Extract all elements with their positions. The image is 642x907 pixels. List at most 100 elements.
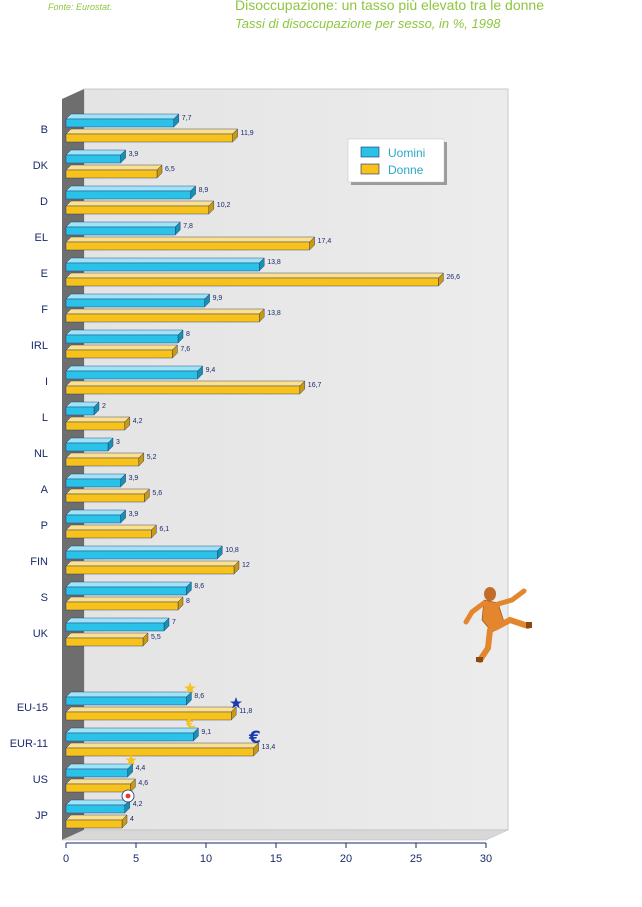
category-label-jp: JP: [35, 810, 48, 822]
value-label-donne-a: 5,6: [152, 490, 162, 497]
bar-uomini-eur-11: [65, 727, 199, 742]
category-label-el: EL: [35, 232, 48, 244]
x-tick-label-25: 25: [410, 853, 422, 865]
category-label-p: P: [41, 520, 48, 532]
bar-uomini-s: [65, 581, 192, 596]
bar-uomini-uk: [65, 617, 170, 632]
legend-swatch-donne: [360, 163, 380, 175]
x-tick-label-5: 5: [133, 853, 139, 865]
bar-donne-fin: [65, 560, 240, 575]
value-label-donne-fin: 12: [242, 562, 250, 569]
bar-donne-nl: [65, 452, 145, 467]
value-label-uomini-d: 8,9: [199, 187, 209, 194]
bar-uomini-jp: [65, 799, 131, 814]
bar-uomini-l: [65, 401, 100, 416]
chart-floor: [61, 829, 509, 841]
bar-uomini-eu-15: [65, 691, 192, 706]
value-label-donne-d: 10,2: [217, 202, 231, 209]
category-label-b: B: [41, 124, 48, 136]
value-label-uomini-eur-11: 9,1: [201, 729, 211, 736]
value-label-donne-irl: 7,6: [180, 346, 190, 353]
bar-uomini-el: [65, 221, 181, 236]
bar-uomini-e: [65, 257, 265, 272]
euro-icon: €: [185, 716, 196, 732]
bar-donne-l: [65, 416, 131, 431]
category-label-i: I: [45, 376, 48, 388]
bar-donne-s: [65, 596, 184, 611]
value-label-uomini-uk: 7: [172, 619, 176, 626]
value-label-donne-uk: 5,5: [151, 634, 161, 641]
bar-uomini-d: [65, 185, 197, 200]
bar-uomini-dk: [65, 149, 127, 164]
value-label-donne-eu-15: 11,8: [239, 708, 252, 715]
value-label-uomini-dk: 3,9: [129, 151, 139, 158]
bar-donne-dk: [65, 164, 163, 179]
value-label-donne-dk: 6,5: [165, 166, 175, 173]
bar-donne-eu-15: [65, 706, 237, 721]
legend-label-donne: Donne: [388, 163, 424, 177]
value-label-donne-l: 4,2: [133, 418, 143, 425]
value-label-uomini-p: 3,9: [129, 511, 139, 518]
value-label-donne-nl: 5,2: [147, 454, 157, 461]
chart-subtitle: Tassi di disoccupazione per sesso, in %,…: [235, 16, 501, 31]
source-note: Fonte: Eurostat.: [48, 2, 113, 12]
category-label-eu-15: EU-15: [17, 702, 48, 714]
value-label-uomini-jp: 4,2: [133, 801, 143, 808]
value-label-uomini-f: 9,9: [213, 295, 223, 302]
x-tick-label-20: 20: [340, 853, 352, 865]
legend-swatch-uomini: [360, 146, 380, 158]
bar-uomini-a: [65, 473, 127, 488]
bar-donne-d: [65, 200, 215, 215]
bar-donne-e: [65, 272, 444, 287]
x-tick-label-10: 10: [200, 853, 212, 865]
value-label-uomini-e: 13,8: [267, 259, 281, 266]
rising-sun-icon: [121, 789, 135, 803]
category-label-f: F: [41, 304, 48, 316]
value-label-uomini-i: 9,4: [206, 367, 216, 374]
bar-donne-irl: [65, 344, 178, 359]
category-label-us: US: [33, 774, 48, 786]
bar-uomini-irl: [65, 329, 184, 344]
star-icon: [125, 754, 137, 766]
bar-uomini-nl: [65, 437, 114, 452]
category-label-d: D: [40, 196, 48, 208]
category-label-dk: DK: [33, 160, 49, 172]
star-icon: [184, 682, 196, 694]
bar-uomini-f: [65, 293, 211, 308]
value-label-uomini-fin: 10,8: [225, 547, 239, 554]
category-label-s: S: [41, 592, 48, 604]
chart-title: Disoccupazione: un tasso più elevato tra…: [235, 0, 544, 13]
decorative-symbols: € €: [121, 682, 261, 803]
value-label-donne-i: 16,7: [308, 382, 322, 389]
x-tick-label-15: 15: [270, 853, 282, 865]
bar-donne-b: [65, 128, 239, 143]
star-icon: [230, 697, 242, 709]
bar-uomini-p: [65, 509, 127, 524]
value-label-uomini-b: 7,7: [182, 115, 192, 122]
category-label-uk: UK: [33, 628, 49, 640]
legend-label-uomini: Uomini: [388, 146, 425, 160]
euro-icon: €: [248, 728, 261, 748]
bar-donne-uk: [65, 632, 149, 647]
legend: Uomini Donne: [347, 138, 447, 185]
bar-donne-jp: [65, 814, 128, 829]
category-label-e: E: [41, 268, 48, 280]
value-label-uomini-nl: 3: [116, 439, 120, 446]
value-label-uomini-eu-15: 8,6: [194, 693, 204, 700]
running-figure-illustration: [463, 587, 532, 663]
x-tick-label-30: 30: [480, 853, 492, 865]
value-label-uomini-us: 4,4: [136, 765, 146, 772]
value-label-donne-el: 17,4: [318, 238, 332, 245]
value-label-donne-eur-11: 13,4: [262, 744, 276, 751]
value-label-donne-us: 4,6: [138, 780, 148, 787]
category-label-eur-11: EUR-11: [10, 738, 48, 750]
value-label-uomini-irl: 8: [186, 331, 190, 338]
bar-uomini-i: [65, 365, 204, 380]
value-label-donne-s: 8: [186, 598, 190, 605]
value-label-donne-p: 6,1: [159, 526, 169, 533]
value-label-donne-e: 26,6: [446, 274, 460, 281]
category-label-a: A: [41, 484, 49, 496]
category-label-fin: FIN: [30, 556, 48, 568]
bar-uomini-fin: [65, 545, 223, 560]
